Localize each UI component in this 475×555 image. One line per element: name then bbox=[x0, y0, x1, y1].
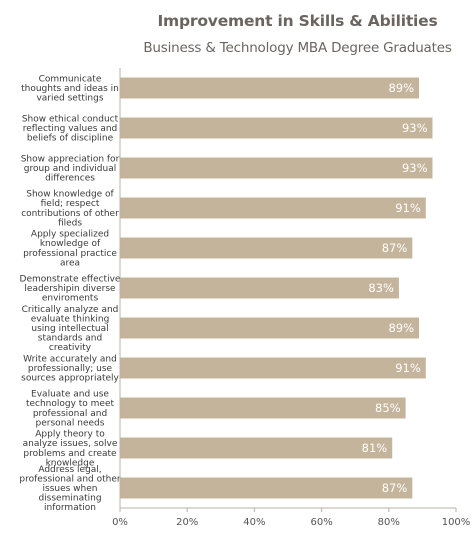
category-label-line: reflecting values and bbox=[23, 124, 118, 134]
category-label-line: Address legal, bbox=[38, 465, 101, 475]
category-label-line: fileds bbox=[58, 218, 82, 228]
category-label-line: evaluate thinking bbox=[31, 314, 110, 324]
category-label: Show ethical conduct reflecting values an… bbox=[22, 114, 119, 143]
category-label: Communicate thoughts and ideas in varied s… bbox=[21, 74, 119, 103]
category-label: Show appreciation for group and individua… bbox=[21, 154, 120, 183]
category-label-line: Show knowledge of bbox=[26, 190, 114, 200]
category-label-line: problems and create bbox=[23, 449, 117, 459]
category-label-line: Demonstrate effective bbox=[20, 274, 121, 284]
bar bbox=[120, 397, 406, 419]
bar-value-label: 93% bbox=[402, 121, 428, 135]
bar-value-label: 85% bbox=[375, 401, 401, 415]
category-label-line: leadershipin diverse bbox=[24, 284, 116, 294]
bar-value-label: 83% bbox=[368, 281, 394, 295]
category-label: Show knowledge of field; respect contribut… bbox=[21, 190, 119, 229]
category-label: Apply specialized knowledge of professiona… bbox=[23, 230, 117, 269]
category-label-line: thoughts and ideas in bbox=[21, 84, 119, 94]
category-label-line: area bbox=[60, 258, 80, 268]
category-label: Apply theory to analyze issues, solve prob… bbox=[23, 430, 118, 469]
x-tick-label: 60% bbox=[310, 517, 332, 528]
bar bbox=[120, 437, 393, 459]
category-label-line: differences bbox=[45, 174, 95, 184]
chart-title: Improvement in Skills & Abilities bbox=[157, 12, 438, 30]
bar bbox=[120, 117, 433, 139]
category-label: Write accurately and professionally; use s… bbox=[21, 354, 119, 383]
category-label-line: professional and other bbox=[19, 474, 120, 484]
bar-value-label: 87% bbox=[382, 481, 408, 495]
category-label-line: Apply specialized bbox=[31, 230, 109, 240]
category-label-line: knowledge of bbox=[40, 239, 101, 249]
bar bbox=[120, 317, 419, 339]
bar-value-label: 93% bbox=[402, 161, 428, 175]
category-label-line: Write accurately and bbox=[23, 354, 117, 364]
category-label-line: professional and bbox=[33, 409, 107, 419]
category-label-line: creativity bbox=[49, 343, 92, 353]
category-label-line: standards and bbox=[38, 334, 102, 344]
category-label-line: Apply theory to bbox=[35, 430, 105, 440]
bar-value-label: 89% bbox=[388, 321, 414, 335]
category-label-line: beliefs of discipline bbox=[27, 134, 114, 144]
bar bbox=[120, 157, 433, 179]
category-label-line: using intellectual bbox=[31, 324, 108, 334]
x-tick-label: 20% bbox=[176, 517, 198, 528]
x-tick-label: 80% bbox=[378, 517, 400, 528]
category-label-line: professional practice bbox=[23, 249, 117, 259]
category-label-line: personal needs bbox=[36, 418, 105, 428]
bar-value-label: 87% bbox=[382, 241, 408, 255]
x-tick-label: 40% bbox=[243, 517, 265, 528]
category-label-line: group and individual bbox=[24, 164, 116, 174]
category-label-line: information bbox=[44, 503, 96, 513]
category-label-line: professionally; use bbox=[28, 364, 113, 374]
bar bbox=[120, 277, 399, 299]
bar-value-label: 81% bbox=[362, 441, 388, 455]
bar bbox=[120, 77, 419, 99]
bar-value-label: 89% bbox=[388, 81, 414, 95]
category-label: Critically analyze and evaluate thinking u… bbox=[22, 305, 119, 353]
category-label: Address legal, professional and other issu… bbox=[19, 465, 120, 513]
category-label-line: disseminating bbox=[38, 494, 101, 504]
category-label-line: Show appreciation for bbox=[21, 154, 120, 164]
x-tick-label: 0% bbox=[112, 517, 128, 528]
category-label-line: enviroments bbox=[42, 294, 99, 304]
x-tick-label: 100% bbox=[442, 517, 471, 528]
category-label-line: sources appropriately bbox=[21, 374, 119, 384]
category-label-line: knowledge bbox=[46, 458, 95, 468]
category-label-line: technology to meet bbox=[26, 399, 115, 409]
bar-value-label: 91% bbox=[395, 361, 421, 375]
category-label-line: varied settings bbox=[36, 94, 103, 104]
category-label-line: Communicate bbox=[39, 74, 102, 84]
category-label-line: field; respect bbox=[41, 199, 100, 209]
category-label-line: contributions of other bbox=[21, 209, 119, 219]
category-label-line: Critically analyze and bbox=[22, 305, 119, 315]
category-label: Evaluate and use technology to meet profes… bbox=[26, 390, 115, 429]
bar bbox=[120, 357, 426, 379]
category-label-line: Evaluate and use bbox=[31, 390, 109, 400]
bar-value-label: 91% bbox=[395, 201, 421, 215]
bar bbox=[120, 197, 426, 219]
category-label-line: issues when bbox=[43, 484, 98, 494]
bar bbox=[120, 237, 413, 259]
bar bbox=[120, 477, 413, 499]
category-label: Demonstrate effective leadershipin divers… bbox=[20, 274, 121, 303]
category-label-line: Show ethical conduct bbox=[22, 114, 119, 124]
chart-subtitle: Business & Technology MBA Degree Graduat… bbox=[143, 40, 452, 56]
category-label-line: analyze issues, solve bbox=[23, 439, 118, 449]
